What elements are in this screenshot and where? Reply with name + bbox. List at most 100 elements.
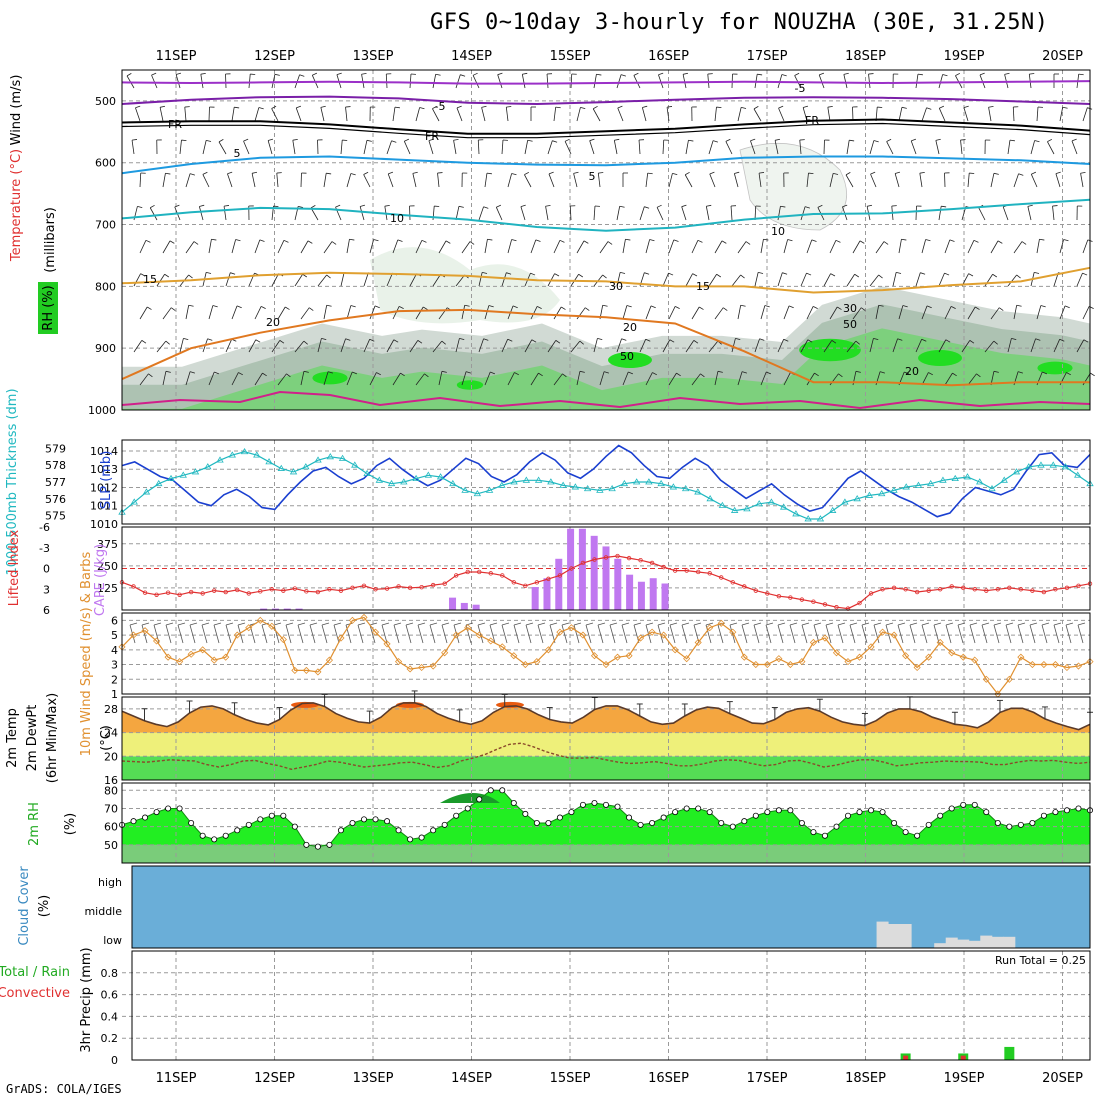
thickness-marker <box>228 451 236 458</box>
wind-barb <box>714 240 723 254</box>
slp-tick: 1010 <box>90 518 118 531</box>
lifted-index-marker <box>799 597 805 602</box>
rh-30-shading <box>370 247 560 324</box>
wind-barb <box>1063 239 1069 242</box>
wind-barb <box>766 371 772 375</box>
wind-barb <box>460 74 466 77</box>
rh-marker <box>695 805 702 812</box>
contour-label: 5 <box>234 147 241 160</box>
convective-bar <box>903 1055 909 1060</box>
lifted-index-marker <box>937 587 943 592</box>
wind-barb <box>437 172 443 174</box>
wind-barb <box>461 241 471 254</box>
wind-barb <box>350 173 356 176</box>
surface-wind-barb <box>1053 622 1062 626</box>
wind-speed-marker <box>971 656 979 664</box>
wind-barb <box>737 107 742 122</box>
rh-marker <box>176 805 183 812</box>
wind-barb <box>259 239 265 242</box>
wind-barb <box>990 173 995 188</box>
wind-barb <box>935 140 940 155</box>
lifted-index-marker <box>1076 583 1081 588</box>
date-label-bottom: 18SEP <box>845 1071 886 1086</box>
wind-barb <box>345 106 351 108</box>
wind-barb <box>198 206 204 221</box>
date-label-top: 17SEP <box>747 49 788 64</box>
wind-barb <box>185 305 190 320</box>
lifted-index-marker <box>742 584 747 589</box>
wind-barb <box>1035 338 1041 341</box>
wind-speed-marker <box>959 653 967 661</box>
surface-wind-barb <box>561 624 568 644</box>
thickness-marker <box>449 479 457 487</box>
cape-bar <box>590 535 598 610</box>
rh-band-low <box>122 844 1090 863</box>
wind-barb <box>283 239 289 243</box>
wind-barb <box>855 370 861 373</box>
wind-barb <box>960 139 966 141</box>
wind-barb <box>231 239 237 254</box>
low-cloud-bar <box>945 937 958 948</box>
wind-barb <box>397 239 403 242</box>
surface-wind-barb <box>909 624 916 644</box>
wind-barb <box>1030 140 1036 155</box>
wind-barb <box>993 172 999 175</box>
wind-barb <box>376 372 381 376</box>
lifted-index-marker <box>327 587 332 592</box>
wind-barb <box>148 373 153 378</box>
wind-barb <box>274 73 280 76</box>
wind-barb <box>976 373 981 378</box>
wind-barb <box>366 139 372 142</box>
wind-barb <box>1004 72 1010 75</box>
wind-speed-marker <box>233 631 241 639</box>
wind-barb <box>189 371 195 374</box>
precip-tick: 0.2 <box>101 1032 119 1045</box>
wind-barb <box>760 239 764 254</box>
wind-barb <box>969 340 975 344</box>
rh-marker <box>372 816 379 823</box>
surface-wind-barb <box>1005 622 1014 626</box>
wind-barb <box>445 240 451 244</box>
lifted-index-marker <box>373 587 378 592</box>
rh-marker <box>626 814 633 821</box>
wind-speed-marker <box>544 646 552 654</box>
lifted-index-marker <box>730 580 735 585</box>
wind-barb <box>252 171 258 174</box>
wind-speed-marker <box>602 660 610 669</box>
surface-wind-barb <box>681 624 688 644</box>
wind-barb <box>843 74 848 89</box>
lifted-index-tick: -3 <box>39 542 50 555</box>
surface-wind-barb <box>405 622 414 626</box>
wind-barb <box>553 373 563 386</box>
wind-barb <box>141 340 147 344</box>
wind-barb <box>234 106 240 109</box>
wind-barb <box>699 306 704 310</box>
rh-marker <box>971 801 978 808</box>
wind-barb <box>428 140 434 155</box>
wind-barb <box>262 372 267 377</box>
wind-speed-marker <box>129 631 138 639</box>
wind-barb <box>668 272 674 276</box>
thickness-marker <box>718 501 727 508</box>
wind-barb <box>697 239 703 243</box>
cape-bar <box>602 546 610 610</box>
wind-barb <box>1029 73 1035 75</box>
low-cloud-bar <box>876 921 889 948</box>
wind-barb <box>1076 272 1083 287</box>
surface-wind-barb <box>261 624 268 644</box>
wind-barb <box>645 173 649 188</box>
wind-barb <box>1007 274 1017 287</box>
contour-label: FR <box>425 130 439 143</box>
run-total-label: Run Total = 0.25 <box>995 954 1086 967</box>
surface-wind-barb <box>357 622 366 626</box>
wind-barb <box>617 107 624 122</box>
lifted-index-line <box>121 555 1091 610</box>
wind-barb <box>915 272 921 287</box>
wind-barb <box>616 74 622 89</box>
wind-barb <box>764 305 770 308</box>
rh-marker <box>556 814 563 821</box>
wind-barb <box>553 240 561 254</box>
wind-barb <box>300 307 310 320</box>
surface-wind-barb <box>633 624 640 644</box>
surface-wind-barb <box>237 624 244 644</box>
